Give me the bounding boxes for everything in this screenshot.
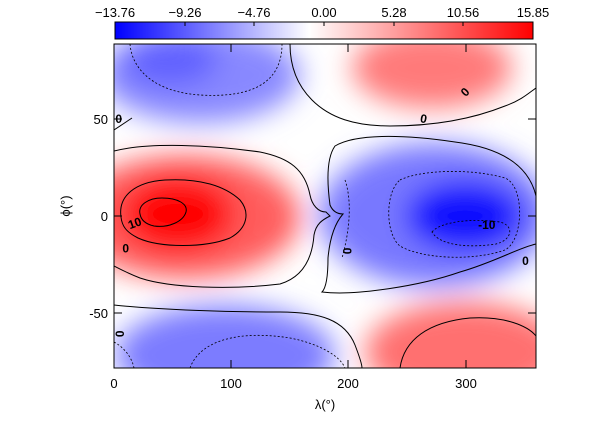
x-tick-label: 200 (337, 376, 359, 391)
contour-line (114, 144, 331, 288)
contour-line (320, 135, 536, 294)
contour-label: -10 (478, 218, 496, 232)
x-tick-label: 100 (220, 376, 242, 391)
x-axis (113, 44, 467, 368)
contour-label: 0 (113, 330, 127, 337)
heatmap-cell (407, 182, 523, 250)
contour-line (114, 117, 133, 131)
y-tick-label: 50 (94, 112, 108, 127)
heatmap-cell (115, 305, 335, 368)
heatmap-cell (122, 44, 218, 86)
x-axis-title: λ(°) (315, 397, 335, 412)
y-axis-title: ϕ(°) (58, 195, 73, 216)
colorbar-tick-label: −13.76 (95, 5, 135, 20)
contour-line (431, 220, 511, 247)
heatmap (114, 44, 536, 368)
contour-line (114, 341, 135, 368)
colorbar-tick-label: −9.26 (169, 5, 202, 20)
colorbar-ticks (114, 22, 534, 26)
contour-label: 0 (522, 254, 529, 268)
contour-line (289, 44, 536, 127)
x-tick-label: 0 (110, 376, 117, 391)
y-tick-label: -50 (89, 306, 108, 321)
colorbar-tick-label: 5.28 (381, 5, 406, 20)
heatmap-cell (352, 44, 512, 108)
contour-line (341, 179, 350, 259)
colorbar-tick-label: −4.76 (238, 5, 271, 20)
contour-line (139, 197, 187, 227)
contour-label: 0 (419, 111, 428, 126)
heatmap-field (114, 44, 536, 368)
contour-label: 0 (122, 241, 129, 255)
heatmap-cell (123, 178, 233, 250)
y-axis (114, 118, 536, 314)
colorbar-tick-label: 10.56 (447, 5, 480, 20)
contour-line (388, 171, 521, 258)
colorbar-tick-label: 0.00 (311, 5, 336, 20)
x-tick-label: 300 (455, 376, 477, 391)
contour-label: 10 (126, 214, 144, 232)
y-tick-label: 0 (101, 209, 108, 224)
contour-line (399, 317, 536, 368)
colorbar-tick-label: 15.85 (517, 5, 550, 20)
contour-label: 0 (340, 248, 354, 255)
contours (114, 44, 536, 368)
contour-line (120, 179, 247, 246)
contour-line (114, 304, 363, 368)
plot-frame (113, 43, 537, 369)
colorbar: −13.76 −9.26 −4.76 0.00 5.28 10.56 15.85 (95, 5, 550, 40)
contour-line (129, 44, 283, 96)
contour-line (189, 334, 346, 368)
